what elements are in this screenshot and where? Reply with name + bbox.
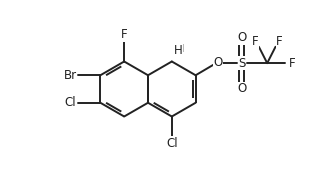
Text: O: O (213, 56, 223, 69)
Text: Cl: Cl (166, 137, 177, 150)
Text: O: O (237, 82, 246, 95)
Text: F: F (251, 35, 258, 48)
Text: S: S (238, 57, 245, 70)
Text: F: F (288, 57, 295, 70)
Text: F: F (121, 28, 128, 41)
Text: Br: Br (64, 69, 77, 82)
Text: F: F (276, 35, 283, 48)
Text: O: O (237, 31, 246, 44)
Text: Cl: Cl (64, 96, 76, 109)
Text: H: H (175, 43, 184, 54)
Text: H: H (173, 44, 182, 57)
